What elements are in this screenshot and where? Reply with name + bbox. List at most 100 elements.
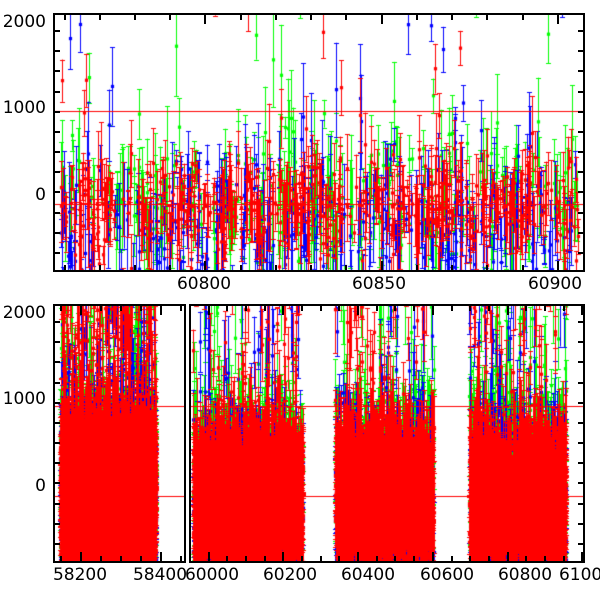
upper-xtick-60900: 60900	[527, 274, 583, 294]
axis-tick	[578, 252, 583, 254]
axis-tick	[80, 306, 82, 315]
axis-tick	[282, 552, 284, 561]
upper-data-canvas	[53, 13, 585, 272]
axis-tick	[563, 306, 565, 311]
axis-tick	[160, 552, 162, 561]
axis-tick	[55, 523, 60, 525]
axis-tick	[55, 503, 60, 505]
axis-tick	[240, 265, 242, 270]
axis-tick	[338, 556, 340, 561]
axis-tick	[578, 151, 583, 153]
axis-tick	[80, 552, 82, 561]
axis-tick	[578, 191, 583, 193]
axis-tick	[100, 556, 102, 561]
axis-tick	[55, 91, 60, 93]
axis-tick	[55, 252, 60, 254]
axis-tick	[486, 15, 488, 20]
axis-tick	[507, 306, 509, 315]
axis-tick	[451, 15, 453, 20]
upper-panel	[53, 13, 585, 272]
axis-tick	[55, 462, 60, 464]
axis-tick	[376, 556, 378, 561]
lower-right-data-canvas	[189, 304, 585, 563]
axis-tick	[578, 503, 583, 505]
lower-xtick-61000: 61000	[558, 565, 600, 585]
lower-xtick-60200: 60200	[262, 565, 318, 585]
axis-tick	[451, 306, 453, 311]
axis-tick	[578, 70, 583, 72]
axis-tick	[578, 321, 583, 323]
lower-left-data-canvas	[53, 304, 186, 563]
upper-xtick-60850: 60850	[351, 274, 407, 294]
upper-ytick-0: 0	[35, 185, 46, 205]
axis-tick	[310, 15, 312, 20]
axis-tick	[204, 15, 206, 24]
axis-tick	[578, 422, 583, 424]
axis-tick	[55, 30, 60, 32]
axis-tick	[264, 306, 266, 311]
axis-tick	[226, 556, 228, 561]
lower-ytick-1000: 1000	[2, 389, 46, 409]
axis-tick	[99, 265, 101, 270]
axis-tick	[578, 482, 583, 484]
axis-tick	[275, 15, 277, 20]
axis-tick	[525, 306, 527, 311]
axis-tick	[64, 265, 66, 270]
axis-tick	[169, 265, 171, 270]
lower-left-plot-area	[53, 304, 186, 563]
axis-tick	[357, 306, 359, 315]
axis-tick	[578, 402, 583, 404]
lower-xtick-60400: 60400	[340, 565, 396, 585]
axis-tick	[486, 265, 488, 270]
lower-xtick-60000: 60000	[184, 565, 240, 585]
axis-tick	[55, 321, 60, 323]
axis-tick	[55, 442, 60, 444]
axis-tick	[416, 15, 418, 20]
axis-tick	[469, 556, 471, 561]
axis-tick	[208, 552, 210, 561]
axis-tick	[394, 556, 396, 561]
axis-tick	[357, 552, 359, 561]
axis-tick	[55, 422, 60, 424]
axis-tick	[578, 462, 583, 464]
axis-tick	[544, 306, 546, 311]
axis-tick	[578, 232, 583, 234]
axis-tick	[140, 556, 142, 561]
axis-tick	[320, 306, 322, 311]
axis-tick	[169, 15, 171, 20]
axis-tick	[578, 212, 583, 214]
axis-tick	[301, 306, 303, 311]
axis-tick	[432, 552, 434, 561]
axis-tick	[282, 306, 284, 315]
axis-tick	[376, 306, 378, 311]
axis-tick	[55, 232, 60, 234]
axis-tick	[264, 556, 266, 561]
axis-tick	[55, 402, 60, 404]
axis-tick	[578, 341, 583, 343]
axis-tick	[381, 15, 383, 24]
axis-tick	[578, 361, 583, 363]
axis-tick	[55, 482, 60, 484]
axis-tick	[134, 15, 136, 20]
axis-tick	[55, 131, 60, 133]
axis-tick	[432, 306, 434, 315]
axis-tick	[55, 191, 60, 193]
axis-tick	[416, 265, 418, 270]
axis-tick	[578, 442, 583, 444]
axis-tick	[544, 556, 546, 561]
axis-tick	[120, 306, 122, 311]
axis-tick	[578, 382, 583, 384]
lower-xtick-58200: 58200	[52, 565, 108, 585]
axis-tick	[301, 556, 303, 561]
axis-tick	[507, 552, 509, 561]
axis-tick	[581, 552, 583, 561]
axis-tick	[55, 111, 60, 113]
axis-tick	[581, 306, 583, 315]
axis-tick	[245, 556, 247, 561]
axis-tick	[413, 306, 415, 311]
axis-tick	[451, 556, 453, 561]
upper-ytick-2000: 2000	[2, 12, 46, 32]
axis-tick	[578, 131, 583, 133]
axis-tick	[381, 261, 383, 270]
axis-tick	[60, 556, 62, 561]
